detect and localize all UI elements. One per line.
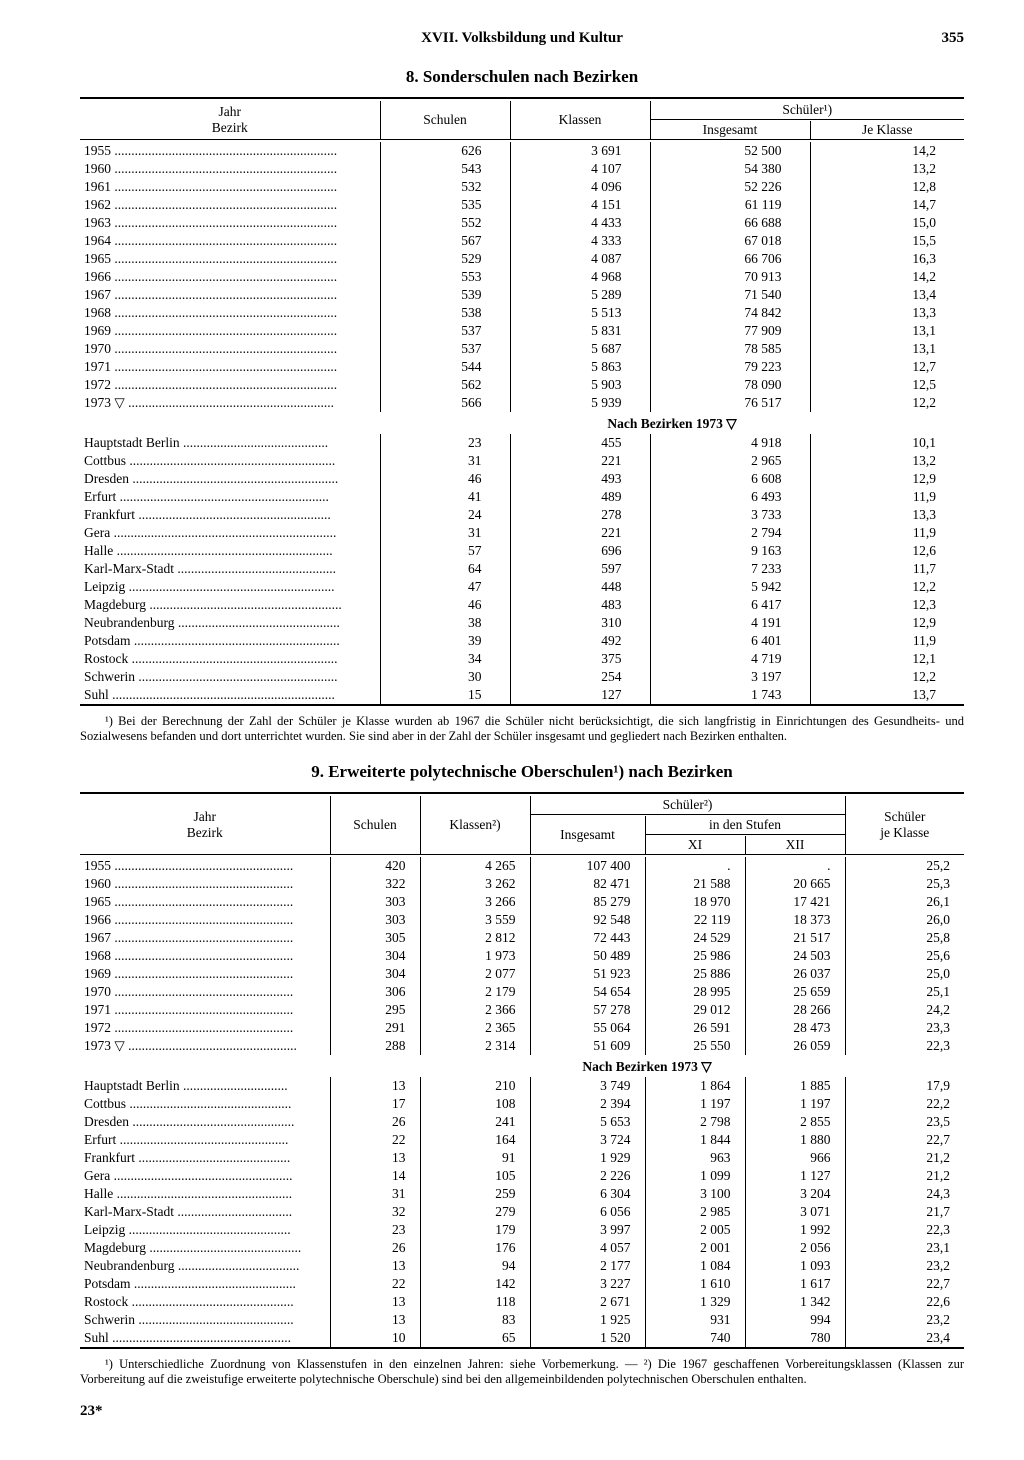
- table-row: 1965 ...................................…: [80, 250, 964, 268]
- signature-mark: 23*: [80, 1403, 964, 1420]
- table-row: Neubrandenburg .........................…: [80, 1257, 964, 1275]
- t8-h-col2: Klassen: [510, 101, 650, 140]
- table-row: 1972 ...................................…: [80, 376, 964, 394]
- table-row: Schwerin ...............................…: [80, 1311, 964, 1329]
- table-row: Frankfurt ..............................…: [80, 1149, 964, 1167]
- t9-h-col2: Klassen²): [420, 796, 530, 855]
- t9-h-col3: Insgesamt: [530, 816, 645, 855]
- table-row: Cottbus ................................…: [80, 452, 964, 470]
- table-row: 1973 ▽ .................................…: [80, 394, 964, 412]
- table-row: 1961 ...................................…: [80, 178, 964, 196]
- table-row: Halle ..................................…: [80, 542, 964, 560]
- table-row: Karl-Marx-Stadt ........................…: [80, 1203, 964, 1221]
- table-row: Suhl ...................................…: [80, 1329, 964, 1348]
- t8-mid-label: Nach Bezirken 1973 ▽: [380, 412, 964, 434]
- t8-h-sch: Schüler¹): [650, 101, 964, 120]
- header-spacer: [80, 30, 140, 47]
- table-row: 1969 ...................................…: [80, 965, 964, 983]
- t9-h-col5: XII: [745, 836, 845, 855]
- table-row: 1973 ▽ .................................…: [80, 1037, 964, 1055]
- t9-mid-label: Nach Bezirken 1973 ▽: [330, 1055, 964, 1077]
- table-row: Dresden ................................…: [80, 470, 964, 488]
- table-row: Erfurt .................................…: [80, 1131, 964, 1149]
- table-row: 1967 ...................................…: [80, 929, 964, 947]
- t9-h-col0: Jahr Bezirk: [80, 796, 330, 855]
- table-row: Leipzig ................................…: [80, 1221, 964, 1239]
- t9-h-col6: Schüler je Klasse: [845, 796, 964, 855]
- table-row: Karl-Marx-Stadt ........................…: [80, 560, 964, 578]
- table9-footnote: ¹) Unterschiedliche Zuordnung von Klasse…: [80, 1357, 964, 1387]
- table-row: 1964 ...................................…: [80, 232, 964, 250]
- table-row: Suhl ...................................…: [80, 686, 964, 705]
- table-row: 1960 ...................................…: [80, 160, 964, 178]
- t8-h-col4: Je Klasse: [810, 121, 964, 140]
- table-row: Erfurt .................................…: [80, 488, 964, 506]
- table-row: 1966 ...................................…: [80, 911, 964, 929]
- table-row: Cottbus ................................…: [80, 1095, 964, 1113]
- table-row: 1967 ...................................…: [80, 286, 964, 304]
- table-row: Hauptstadt Berlin ......................…: [80, 434, 964, 452]
- table-row: 1955 ...................................…: [80, 857, 964, 875]
- table-row: Magdeburg ..............................…: [80, 596, 964, 614]
- table-row: 1970 ...................................…: [80, 340, 964, 358]
- t9-h-col4: XI: [645, 836, 745, 855]
- page-number: 355: [904, 30, 964, 47]
- table-row: Gera ...................................…: [80, 524, 964, 542]
- table-row: Potsdam ................................…: [80, 1275, 964, 1293]
- table-row: 1963 ...................................…: [80, 214, 964, 232]
- table-row: Neubrandenburg .........................…: [80, 614, 964, 632]
- table-row: Hauptstadt Berlin ......................…: [80, 1077, 964, 1095]
- table9-title: 9. Erweiterte polytechnische Oberschulen…: [80, 762, 964, 782]
- t8-h-col1: Schulen: [380, 101, 510, 140]
- table-row: 1971 ...................................…: [80, 358, 964, 376]
- table8-title: 8. Sonderschulen nach Bezirken: [80, 67, 964, 87]
- table-row: 1962 ...................................…: [80, 196, 964, 214]
- page-header: XVII. Volksbildung und Kultur 355: [80, 30, 964, 47]
- chapter-title: XVII. Volksbildung und Kultur: [140, 30, 904, 47]
- table-row: Leipzig ................................…: [80, 578, 964, 596]
- table-row: Schwerin ...............................…: [80, 668, 964, 686]
- table-row: 1965 ...................................…: [80, 893, 964, 911]
- table-row: 1968 ...................................…: [80, 947, 964, 965]
- table-row: 1955 ...................................…: [80, 142, 964, 160]
- t8-h-col0: Jahr Bezirk: [80, 101, 380, 140]
- table-row: 1970 ...................................…: [80, 983, 964, 1001]
- table-row: Frankfurt ..............................…: [80, 506, 964, 524]
- table-row: 1972 ...................................…: [80, 1019, 964, 1037]
- table8-footnote: ¹) Bei der Berechnung der Zahl der Schül…: [80, 714, 964, 744]
- table-row: 1971 ...................................…: [80, 1001, 964, 1019]
- t9-h-stuf: in den Stufen: [645, 816, 845, 835]
- table-row: Dresden ................................…: [80, 1113, 964, 1131]
- table-row: Magdeburg ..............................…: [80, 1239, 964, 1257]
- t9-h-col1: Schulen: [330, 796, 420, 855]
- table-row: Gera ...................................…: [80, 1167, 964, 1185]
- table-row: 1966 ...................................…: [80, 268, 964, 286]
- table-row: Halle ..................................…: [80, 1185, 964, 1203]
- table-row: Potsdam ................................…: [80, 632, 964, 650]
- table9: Jahr Bezirk Schulen Klassen²) Schüler²) …: [80, 792, 964, 1351]
- table-row: 1968 ...................................…: [80, 304, 964, 322]
- table-row: Rostock ................................…: [80, 650, 964, 668]
- t8-h-col3: Insgesamt: [650, 121, 810, 140]
- table-row: Rostock ................................…: [80, 1293, 964, 1311]
- table8: Jahr Bezirk Schulen Klassen Schüler¹) In…: [80, 97, 964, 708]
- table-row: 1969 ...................................…: [80, 322, 964, 340]
- t9-h-sch: Schüler²): [530, 796, 845, 815]
- table-row: 1960 ...................................…: [80, 875, 964, 893]
